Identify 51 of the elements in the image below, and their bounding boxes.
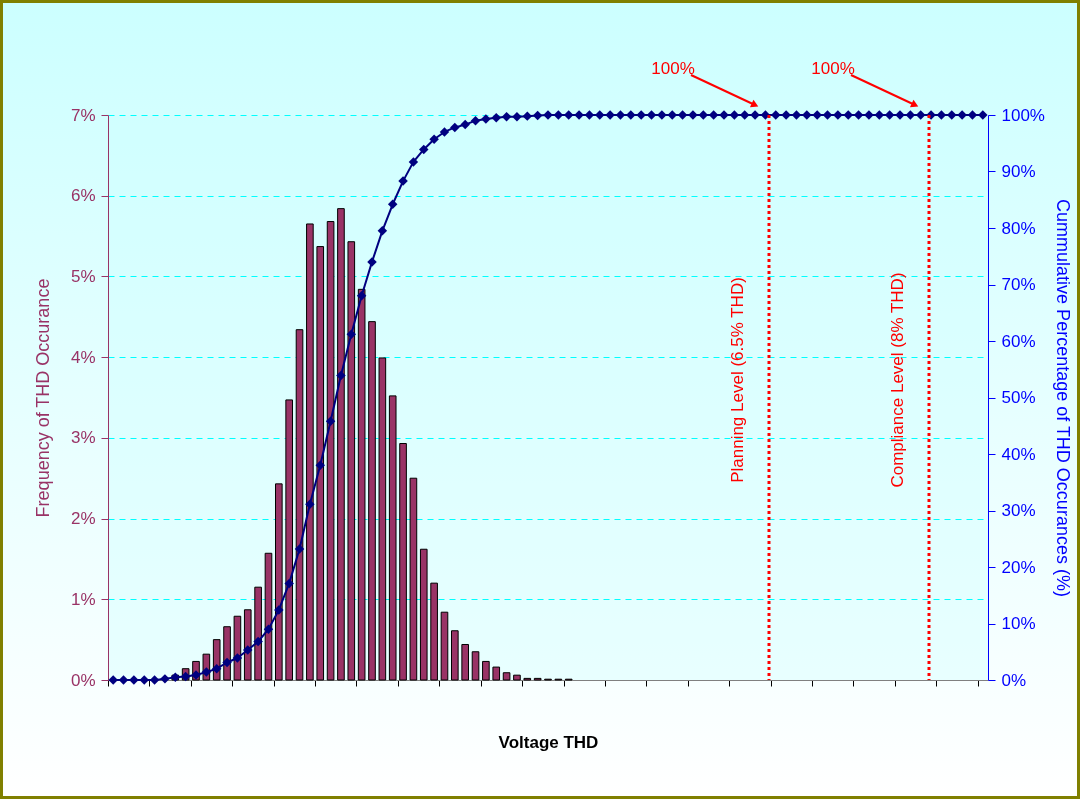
x-axis-title: Voltage THD	[498, 733, 599, 752]
y2-tick-label: 80%	[1001, 218, 1036, 238]
bar	[285, 399, 293, 681]
y-axis-title: Frequency of THD Occurance	[32, 278, 53, 518]
bar	[316, 246, 325, 681]
y-tick-label: 6%	[70, 186, 96, 206]
y2-axis-title: Cummulative Percentage of THD Occurances (%)	[1052, 199, 1073, 597]
annotation: Compliance Level (8% THD)	[888, 272, 907, 488]
y2-tick-label: 10%	[1001, 614, 1036, 633]
y2-tick-label: 0%	[1001, 670, 1027, 690]
bar	[254, 586, 262, 681]
bar	[440, 611, 449, 681]
y-tick-label: 1%	[70, 589, 96, 609]
bar	[492, 666, 501, 681]
y2-tick-label: 40%	[1001, 444, 1036, 464]
bar	[451, 630, 459, 681]
bar	[275, 483, 283, 681]
y2-tick-label: 70%	[1001, 275, 1036, 294]
bar	[430, 582, 438, 681]
y-tick-label: 7%	[70, 105, 96, 125]
y-tick-label: 3%	[70, 428, 96, 448]
y-tick-label: 5%	[70, 266, 96, 286]
bar	[388, 395, 397, 681]
bar	[513, 674, 521, 681]
bar	[306, 223, 314, 681]
bar	[471, 651, 480, 681]
text: 100%	[651, 59, 695, 78]
y2-tick-label: 100%	[1001, 105, 1045, 125]
bar	[399, 443, 407, 681]
bar	[378, 357, 387, 681]
bar	[326, 221, 335, 681]
bar	[368, 321, 376, 681]
annotation: Planning Level (6.5% THD)	[728, 277, 747, 483]
bar	[482, 660, 490, 681]
y2-tick-label: 90%	[1001, 162, 1036, 181]
bar	[357, 288, 366, 681]
y-tick-label: 0%	[70, 670, 96, 690]
bar	[502, 672, 511, 681]
y2-tick-label: 20%	[1001, 557, 1036, 577]
bar	[409, 477, 418, 681]
y2-tick-label: 30%	[1001, 501, 1036, 520]
bar	[461, 643, 469, 681]
bar	[419, 548, 428, 681]
y-tick-label: 4%	[70, 347, 96, 367]
bar	[243, 609, 252, 681]
y-tick-label: 2%	[70, 509, 96, 529]
y2-tick-label: 60%	[1001, 331, 1036, 351]
bar	[337, 208, 345, 681]
bar	[347, 241, 356, 681]
text: 100%	[811, 59, 855, 78]
y2-tick-label: 50%	[1001, 388, 1036, 407]
